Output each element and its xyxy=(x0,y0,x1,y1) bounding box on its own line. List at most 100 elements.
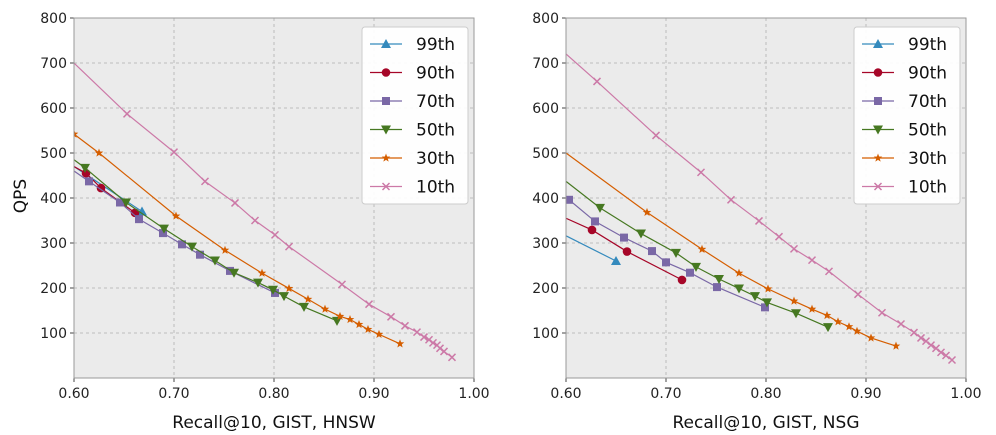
y-tick-label: 200 xyxy=(40,281,67,297)
data-point-10th xyxy=(386,312,396,321)
legend-marker-50th xyxy=(381,125,391,135)
y-tick-label: 500 xyxy=(40,146,67,162)
data-point-30th xyxy=(303,294,313,303)
data-point-50th xyxy=(268,285,278,295)
plot-frame xyxy=(565,17,967,379)
data-point-10th xyxy=(337,280,347,289)
data-point-50th xyxy=(159,224,169,234)
data-point-10th xyxy=(877,308,887,317)
legend-label-30th: 30th xyxy=(416,149,455,169)
x-axis-label: Recall@10, GIST, NSG xyxy=(672,413,859,433)
data-point-50th xyxy=(279,292,289,302)
data-point-99th xyxy=(137,206,147,216)
data-point-10th xyxy=(947,355,957,365)
x-tick-label: 0.90 xyxy=(358,386,389,402)
data-point-50th xyxy=(332,316,342,326)
data-point-10th xyxy=(592,77,602,86)
data-point-50th xyxy=(229,268,239,278)
legend-marker-10th xyxy=(381,182,391,191)
data-point-10th xyxy=(412,328,422,337)
legend-marker-90th xyxy=(873,68,883,77)
legend-label-70th: 70th xyxy=(416,92,455,112)
data-point-50th xyxy=(299,302,309,312)
data-point-30th xyxy=(833,317,843,326)
legend-marker-30th xyxy=(381,153,391,162)
data-point-50th xyxy=(823,323,833,333)
data-point-70th xyxy=(761,303,769,312)
data-point-10th xyxy=(696,168,706,177)
legend-label-99th: 99th xyxy=(908,35,947,55)
data-point-70th xyxy=(648,247,656,256)
x-tick-label: 0.80 xyxy=(750,386,781,402)
data-point-50th xyxy=(636,229,646,239)
data-point-30th xyxy=(74,129,79,138)
series-line-99th xyxy=(566,235,617,262)
data-point-50th xyxy=(791,309,801,319)
data-point-10th xyxy=(941,351,951,360)
data-point-10th xyxy=(651,131,661,140)
data-point-50th xyxy=(750,292,760,302)
legend-marker-50th xyxy=(873,125,883,135)
data-point-30th xyxy=(354,319,364,329)
data-point-30th xyxy=(220,245,230,254)
data-point-10th xyxy=(230,198,240,207)
y-tick-label: 700 xyxy=(40,56,67,72)
legend-marker-10th xyxy=(873,182,883,191)
chart-hnsw: 0.60 0.70 0.80 0.90 1.00 100 200 300 400 500 600 70… xyxy=(40,11,489,433)
legend-label-90th: 90th xyxy=(908,64,947,84)
x-tick-label: 1.00 xyxy=(950,386,981,402)
data-point-10th xyxy=(926,341,936,350)
x-tick-label: 0.70 xyxy=(158,386,189,402)
data-point-50th xyxy=(253,278,263,288)
y-tick-label: 800 xyxy=(532,11,559,27)
data-point-90th xyxy=(96,183,106,193)
x-tick-label: 0.70 xyxy=(650,386,681,402)
legend-marker-90th xyxy=(381,68,391,77)
data-point-90th xyxy=(587,225,597,235)
data-point-30th xyxy=(345,315,355,324)
legend-marker-30th xyxy=(873,153,883,162)
legend-label-30th: 30th xyxy=(908,149,947,169)
data-point-10th xyxy=(439,347,449,356)
data-point-70th xyxy=(178,240,186,249)
data-point-50th xyxy=(691,262,701,272)
data-point-70th xyxy=(271,288,279,297)
data-point-30th xyxy=(395,339,405,348)
data-point-70th xyxy=(226,266,234,275)
y-tick-label: 300 xyxy=(532,236,559,252)
data-point-10th xyxy=(754,216,764,225)
y-tick-label: 200 xyxy=(532,281,559,297)
data-point-10th xyxy=(807,256,817,265)
legend-label-70th: 70th xyxy=(908,92,947,112)
data-point-50th xyxy=(187,242,197,252)
series-group xyxy=(74,62,457,362)
data-point-70th xyxy=(591,217,599,226)
data-point-50th xyxy=(80,163,90,173)
x-tick-label: 0.80 xyxy=(258,386,289,402)
data-point-10th xyxy=(364,300,374,309)
data-point-10th xyxy=(853,290,863,299)
y-tick-label: 600 xyxy=(532,101,559,117)
series-group xyxy=(566,53,957,365)
legend-marker-99th xyxy=(381,39,391,48)
y-tick-label: 700 xyxy=(532,56,559,72)
data-point-70th xyxy=(135,215,143,224)
x-tick-label: 1.00 xyxy=(458,386,489,402)
data-point-10th xyxy=(419,333,429,342)
data-point-30th xyxy=(866,333,876,342)
data-point-10th xyxy=(200,177,210,186)
data-point-10th xyxy=(169,148,179,157)
data-point-10th xyxy=(428,338,438,347)
data-point-10th xyxy=(896,319,906,329)
legend-label-50th: 50th xyxy=(908,121,947,141)
data-point-30th xyxy=(734,268,744,277)
data-point-10th xyxy=(447,353,457,362)
data-point-10th xyxy=(122,109,132,118)
data-point-50th xyxy=(714,275,724,284)
data-point-70th xyxy=(196,250,204,259)
series-line-90th xyxy=(566,217,683,281)
data-point-50th xyxy=(671,248,681,258)
data-point-10th xyxy=(824,267,834,276)
data-point-30th xyxy=(789,296,799,305)
data-point-30th xyxy=(363,324,373,334)
